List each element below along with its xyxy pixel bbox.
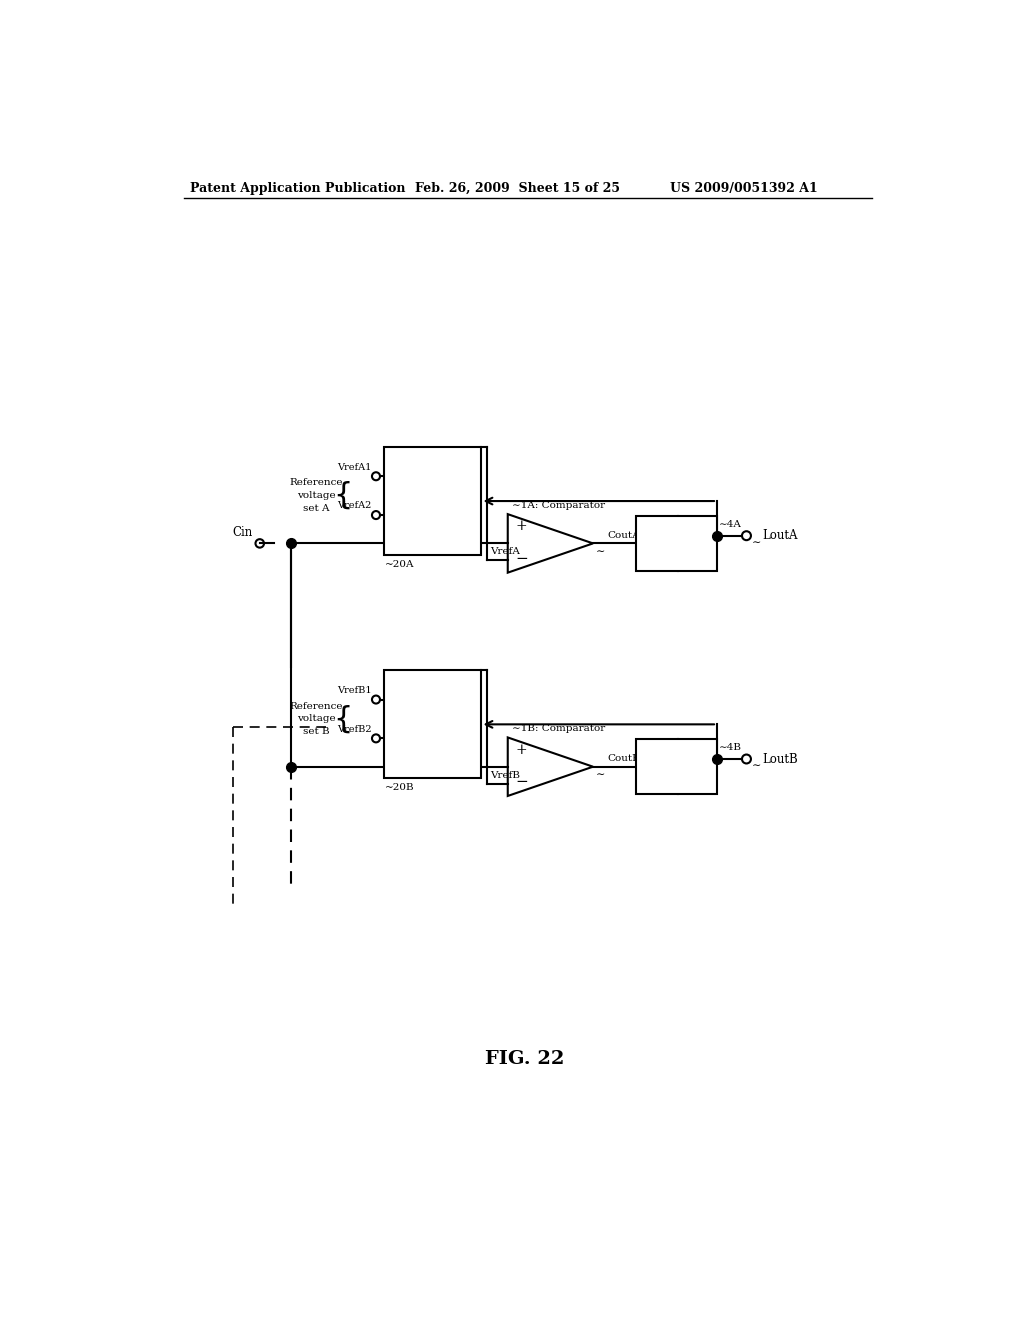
Text: Q: Q bbox=[701, 529, 711, 543]
Bar bbox=[384, 671, 480, 779]
Text: VrefA1: VrefA1 bbox=[337, 462, 372, 471]
Text: VrefA: VrefA bbox=[489, 548, 520, 557]
Text: Feb. 26, 2009  Sheet 15 of 25: Feb. 26, 2009 Sheet 15 of 25 bbox=[415, 182, 620, 194]
Text: Reference
voltage
setting
circuit: Reference voltage setting circuit bbox=[406, 701, 459, 748]
Text: ~20B: ~20B bbox=[385, 783, 415, 792]
Text: D: D bbox=[642, 752, 651, 766]
Text: +: + bbox=[515, 743, 527, 756]
Text: FIG. 22: FIG. 22 bbox=[485, 1051, 564, 1068]
Text: Reference
voltage
setting
circuit: Reference voltage setting circuit bbox=[406, 478, 459, 525]
Text: {: { bbox=[334, 482, 352, 510]
Text: ∼: ∼ bbox=[596, 546, 605, 557]
Text: US 2009/0051392 A1: US 2009/0051392 A1 bbox=[671, 182, 818, 194]
Bar bbox=[636, 739, 717, 795]
Bar bbox=[384, 447, 480, 554]
Text: ~20A: ~20A bbox=[385, 560, 415, 569]
Text: {: { bbox=[334, 705, 352, 734]
Text: +: + bbox=[515, 520, 527, 533]
Text: ∼: ∼ bbox=[596, 770, 605, 780]
Text: ∼4B: ∼4B bbox=[719, 743, 741, 752]
Text: ∼1A: Comparator: ∼1A: Comparator bbox=[512, 500, 605, 510]
Text: ∼: ∼ bbox=[752, 539, 761, 548]
Text: VrefB: VrefB bbox=[489, 771, 520, 780]
Text: VrefB2: VrefB2 bbox=[337, 725, 372, 734]
Text: −: − bbox=[515, 552, 528, 566]
Text: ∼4A: ∼4A bbox=[719, 520, 741, 529]
Text: CoutB: CoutB bbox=[607, 754, 640, 763]
Text: Cin: Cin bbox=[232, 525, 253, 539]
Text: −: − bbox=[515, 775, 528, 789]
Text: ∼1B: Comparator: ∼1B: Comparator bbox=[512, 723, 605, 733]
Text: CoutA: CoutA bbox=[607, 531, 640, 540]
Text: VrefA2: VrefA2 bbox=[337, 502, 372, 511]
Text: Latch: Latch bbox=[662, 775, 691, 784]
Text: D: D bbox=[642, 529, 651, 543]
Text: VrefB1: VrefB1 bbox=[337, 686, 372, 694]
Text: Latch: Latch bbox=[662, 552, 691, 560]
Text: Q: Q bbox=[701, 752, 711, 766]
Text: LoutA: LoutA bbox=[762, 529, 798, 543]
Text: Reference
voltage
set B: Reference voltage set B bbox=[290, 702, 343, 737]
Text: LoutB: LoutB bbox=[762, 752, 798, 766]
Bar bbox=[636, 516, 717, 572]
Text: ∼: ∼ bbox=[752, 762, 761, 771]
Text: Patent Application Publication: Patent Application Publication bbox=[190, 182, 406, 194]
Text: Reference
voltage
set A: Reference voltage set A bbox=[290, 478, 343, 513]
